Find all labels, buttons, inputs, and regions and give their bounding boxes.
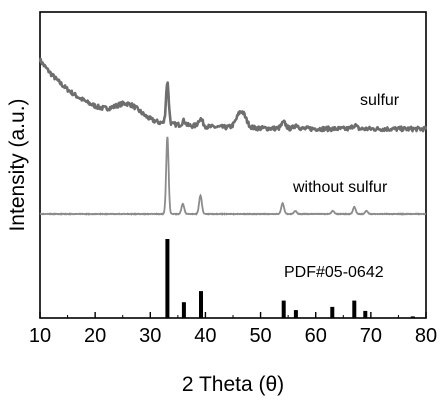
x-tick-label: 10	[29, 325, 51, 347]
x-tick-label: 30	[139, 325, 161, 347]
reference-stick	[199, 291, 203, 318]
x-axis-title: 2 Theta (θ)	[182, 373, 284, 396]
reference-stick	[293, 310, 298, 318]
x-tick-label: 20	[84, 325, 106, 347]
series-layer	[38, 57, 428, 216]
reference-stick	[410, 316, 415, 318]
series-line-without-sulfur	[39, 136, 427, 216]
reference-stick	[165, 239, 170, 318]
series-label-without-sulfur: without sulfur	[292, 179, 388, 196]
reference-stick	[281, 300, 286, 318]
series-label-sulfur: sulfur	[360, 92, 400, 109]
series-label-reference: PDF#05-0642	[284, 264, 384, 281]
reference-stick	[330, 306, 335, 318]
x-tick-label: 40	[194, 325, 216, 347]
reference-sticks	[165, 239, 415, 318]
x-tick-label: 70	[360, 325, 382, 347]
series-line-sulfur	[38, 57, 428, 133]
reference-stick	[363, 310, 368, 318]
x-tick-label: 60	[305, 325, 327, 347]
y-axis-title: Intensity (a.u.)	[6, 98, 29, 231]
reference-stick	[352, 300, 357, 318]
reference-stick	[181, 302, 186, 318]
x-tick-label: 50	[249, 325, 271, 347]
x-tick-label: 80	[415, 325, 437, 347]
x-axis-ticks: 10 20 30 40 50 60 70 80	[29, 312, 437, 347]
